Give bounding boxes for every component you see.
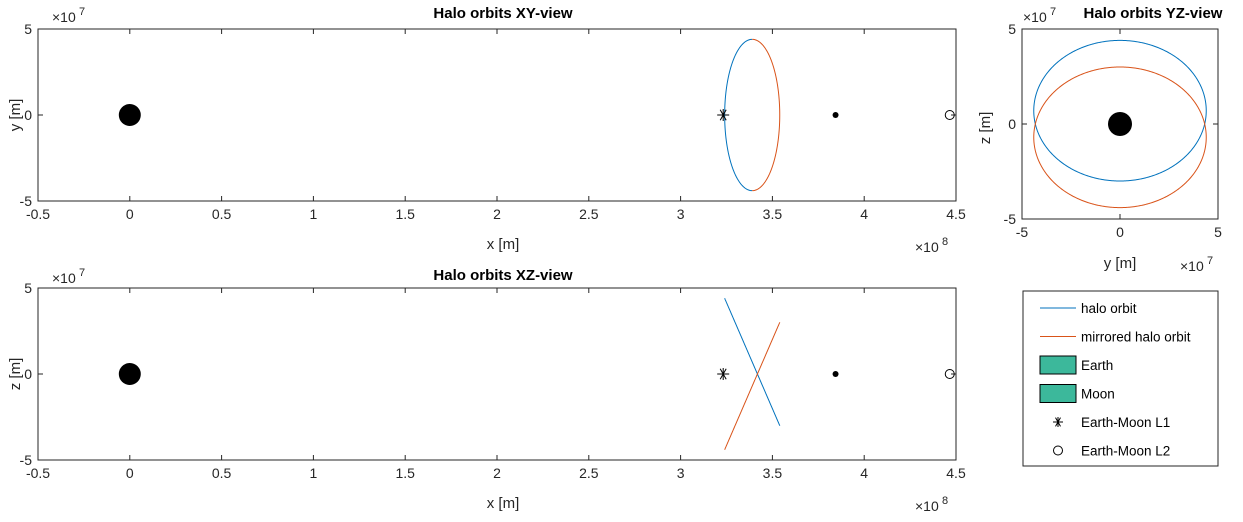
yz-title: Halo orbits YZ-view [1084, 5, 1223, 22]
xz-mirrored-halo-orbit-line [724, 322, 781, 451]
xy-earth-marker [118, 104, 141, 126]
xz-y-exponent: ×10 7 [52, 267, 85, 286]
xy-x-exponent: ×10 8 [915, 236, 948, 255]
yz-mirrored-halo-orbit-line [1033, 66, 1207, 209]
yz-xtick-label: 0 [1116, 224, 1124, 240]
svg-text:×10: ×10 [52, 9, 76, 25]
xz-xtick-label: 1 [310, 465, 318, 481]
yz-ytick-label: 5 [1008, 21, 1016, 37]
xy-xtick-label: 1.5 [395, 206, 415, 222]
xz-xtick-label: 4 [860, 465, 868, 481]
xy-ytick-label: 5 [24, 21, 32, 37]
svg-text:×10: ×10 [915, 239, 939, 255]
legend-label: Earth-Moon L1 [1081, 415, 1170, 430]
xy-mirrored-halo-orbit-line [752, 38, 781, 192]
xy-moon-marker [832, 112, 839, 118]
legend-patch-swatch [1039, 384, 1077, 403]
svg-text:×10: ×10 [1180, 258, 1204, 274]
xz-xtick-label: 3.5 [763, 465, 783, 481]
xz-ytick-label: 5 [24, 280, 32, 296]
xy-title: Halo orbits XY-view [433, 5, 573, 22]
xy-xtick-label: 0.5 [212, 206, 232, 222]
xy-xtick-label: 2.5 [579, 206, 599, 222]
xz-x-exponent: ×10 8 [915, 495, 948, 514]
xz-plot-frame [37, 287, 957, 461]
xz-xtick-label: -0.5 [26, 465, 50, 481]
legend-label: Moon [1081, 387, 1115, 402]
xy-ytick-label: -5 [20, 193, 33, 209]
legend-item: Earth-Moon L2 [1053, 444, 1170, 459]
xz-x-exponent-value: 8 [942, 495, 948, 507]
xz-ylabel: z [m] [7, 358, 24, 391]
xy-plot-frame [37, 28, 957, 202]
legend-circle-swatch [1053, 445, 1063, 456]
yz-y-exponent-value: 7 [1050, 6, 1056, 18]
xy-xtick-label: 2 [493, 206, 501, 222]
xy-x-exponent-value: 8 [942, 236, 948, 248]
legend-item: Earth-Moon L1 [1053, 415, 1170, 430]
xz-halo-orbit-line [724, 297, 781, 426]
yz-x-exponent-value: 7 [1207, 255, 1213, 267]
xz-earth-marker [118, 363, 141, 385]
xy-l1-marker [717, 109, 730, 121]
xy-xtick-label: 0 [126, 206, 134, 222]
xz-ytick-label: -5 [20, 452, 33, 468]
legend-item: halo orbit [1040, 301, 1137, 316]
legend-label: Earth-Moon L2 [1081, 444, 1170, 459]
xz-xtick-label: 2.5 [579, 465, 599, 481]
yz-ytick-label: 0 [1008, 116, 1016, 132]
legend-asterisk-swatch [1053, 417, 1063, 427]
legend-box [1022, 290, 1219, 467]
xz-y-exponent-value: 7 [79, 267, 85, 279]
xz-xtick-label: 2 [493, 465, 501, 481]
svg-text:×10: ×10 [1023, 9, 1047, 25]
xy-axes: Halo orbits XY-view -0.5 0 0.5 1 1.5 2 2.5 3 3.5… [7, 5, 966, 255]
xz-l1-marker [717, 368, 730, 380]
xz-title: Halo orbits XZ-view [433, 267, 573, 284]
xy-y-exponent-value: 7 [79, 6, 85, 18]
yz-earth-marker [1108, 112, 1132, 136]
legend-item: Moon [1039, 384, 1115, 403]
xy-y-exponent: ×10 7 [52, 6, 85, 25]
legend: halo orbit mirrored halo orbit Earth Moon Ea… [1022, 290, 1219, 467]
xy-xtick-label: 4 [860, 206, 868, 222]
legend-label: halo orbit [1081, 301, 1137, 316]
xy-xtick-label: -0.5 [26, 206, 50, 222]
yz-x-exponent: ×10 7 [1180, 255, 1213, 274]
yz-xlabel: y [m] [1104, 255, 1137, 272]
yz-xtick-label: 5 [1214, 224, 1222, 240]
legend-item: mirrored halo orbit [1040, 330, 1191, 345]
legend-label: mirrored halo orbit [1081, 330, 1191, 345]
svg-text:×10: ×10 [915, 498, 939, 514]
xy-xlabel: x [m] [487, 236, 520, 253]
yz-xtick-label: -5 [1016, 224, 1029, 240]
xz-l2-marker [944, 369, 955, 379]
yz-halo-orbit-line [1033, 39, 1207, 182]
xz-xtick-label: 0.5 [212, 465, 232, 481]
xz-ytick-label: 0 [24, 366, 32, 382]
svg-text:×10: ×10 [52, 270, 76, 286]
xy-xtick-label: 4.5 [946, 206, 966, 222]
yz-axes: Halo orbits YZ-view -5 0 5 -5 0 5 y [m] z [m]… [977, 5, 1223, 274]
xz-xtick-label: 3 [677, 465, 685, 481]
xy-ytick-label: 0 [24, 107, 32, 123]
xz-xlabel: x [m] [487, 495, 520, 512]
legend-patch-swatch [1039, 355, 1077, 375]
xy-xtick-label: 3.5 [763, 206, 783, 222]
xy-xtick-label: 3 [677, 206, 685, 222]
legend-item: Earth [1039, 355, 1113, 375]
xz-axes: Halo orbits XZ-view -0.5 0 0.5 1 1.5 2 2.5 3 3.5… [7, 267, 966, 514]
xz-moon-marker [832, 371, 839, 377]
yz-ytick-label: -5 [1004, 211, 1017, 227]
xy-ylabel: y [m] [7, 99, 24, 132]
legend-label: Earth [1081, 358, 1113, 373]
yz-y-exponent: ×10 7 [1023, 6, 1056, 25]
xy-l2-marker [944, 110, 955, 120]
xz-xtick-label: 4.5 [946, 465, 966, 481]
xz-xtick-label: 0 [126, 465, 134, 481]
yz-ylabel: z [m] [977, 112, 994, 145]
xz-xtick-label: 1.5 [395, 465, 415, 481]
xy-xtick-label: 1 [310, 206, 318, 222]
